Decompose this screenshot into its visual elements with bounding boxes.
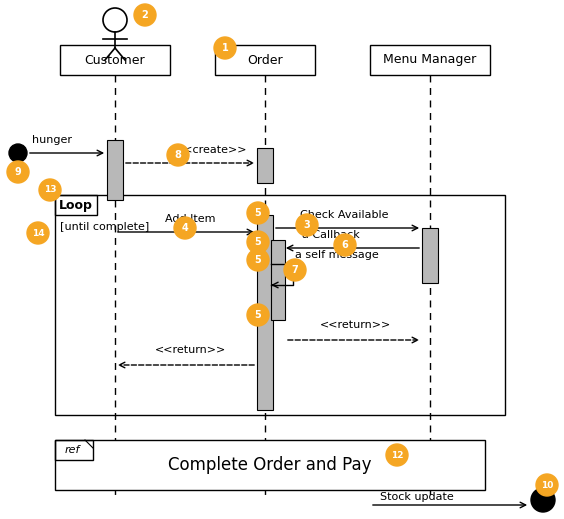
Text: 8: 8	[175, 150, 182, 160]
Circle shape	[9, 144, 27, 162]
Circle shape	[247, 202, 269, 224]
Text: Add Item: Add Item	[165, 214, 215, 224]
Circle shape	[39, 179, 61, 201]
Bar	[55, 195, 505, 415]
Text: 12: 12	[391, 450, 403, 459]
Text: 5: 5	[254, 208, 261, 218]
Text: <<create>>: <<create>>	[175, 145, 248, 155]
Circle shape	[27, 222, 49, 244]
Circle shape	[386, 444, 408, 466]
Text: 6: 6	[342, 240, 349, 250]
Text: 9: 9	[15, 167, 21, 177]
Text: a self message: a self message	[295, 250, 379, 260]
Circle shape	[531, 488, 555, 512]
Bar	[55, 195, 97, 215]
Circle shape	[247, 231, 269, 253]
Circle shape	[247, 249, 269, 271]
Text: ref: ref	[64, 445, 80, 455]
Text: 7: 7	[292, 265, 298, 275]
Bar	[215, 45, 315, 75]
Text: 5: 5	[254, 255, 261, 265]
Text: <<return>>: <<return>>	[320, 320, 391, 330]
Text: 4: 4	[182, 223, 188, 233]
Bar	[257, 148, 273, 183]
Circle shape	[134, 4, 156, 26]
Text: 13: 13	[44, 185, 56, 195]
Text: 10: 10	[541, 481, 553, 489]
Text: Stock update: Stock update	[380, 492, 454, 502]
Bar	[60, 45, 170, 75]
Text: 5: 5	[254, 310, 261, 320]
Bar	[55, 440, 93, 460]
Circle shape	[296, 214, 318, 236]
Bar	[370, 45, 490, 75]
Text: [until complete]: [until complete]	[60, 222, 149, 232]
Circle shape	[247, 304, 269, 326]
Bar	[55, 440, 485, 490]
Text: Check Available: Check Available	[300, 210, 389, 220]
Bar	[257, 215, 273, 410]
Text: Order: Order	[247, 53, 283, 66]
Text: 5: 5	[254, 237, 261, 247]
Circle shape	[7, 161, 29, 183]
Circle shape	[334, 234, 356, 256]
Text: 1: 1	[222, 43, 228, 53]
Circle shape	[536, 474, 558, 496]
Text: Customer: Customer	[85, 53, 146, 66]
Text: Complete Order and Pay: Complete Order and Pay	[168, 456, 372, 474]
Bar	[107, 140, 123, 200]
Bar	[422, 228, 438, 283]
Circle shape	[284, 259, 306, 281]
Text: 3: 3	[303, 220, 310, 230]
Text: hunger: hunger	[32, 135, 72, 145]
Text: Menu Manager: Menu Manager	[384, 53, 477, 66]
Circle shape	[167, 144, 189, 166]
Text: a Callback: a Callback	[302, 230, 360, 240]
Text: Loop: Loop	[59, 198, 93, 212]
Text: 2: 2	[142, 10, 148, 20]
Text: <<return>>: <<return>>	[155, 345, 226, 355]
Text: 14: 14	[32, 228, 45, 238]
Bar	[271, 240, 285, 320]
Circle shape	[174, 217, 196, 239]
Circle shape	[214, 37, 236, 59]
